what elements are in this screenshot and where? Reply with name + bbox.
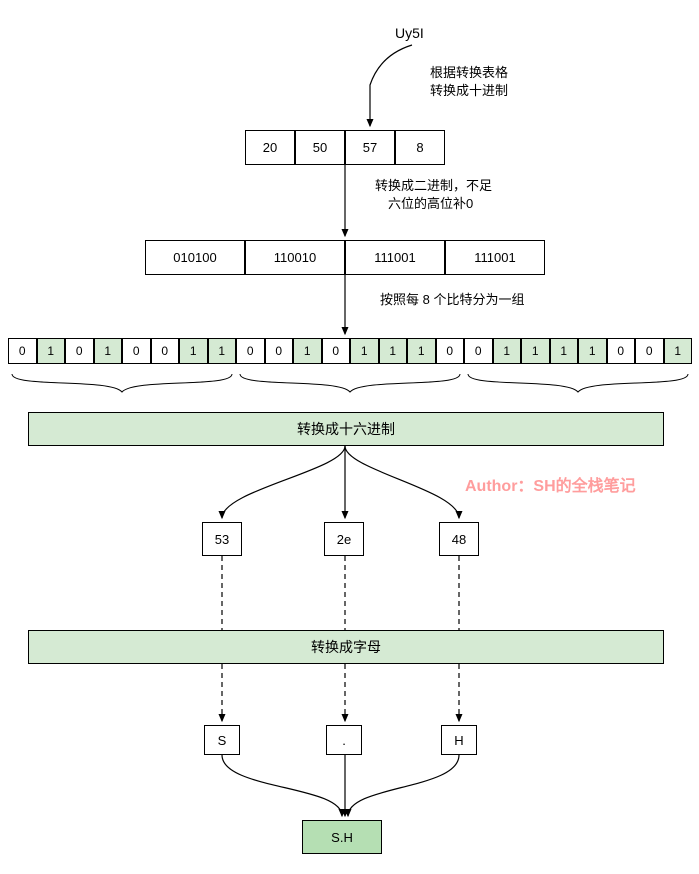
binary-cell: 111001 <box>345 240 445 275</box>
hex-cell: 2e <box>324 522 364 556</box>
bit-cell: 0 <box>635 338 664 364</box>
bit-cell: 0 <box>464 338 493 364</box>
author-text: Author：SH的全栈笔记 <box>465 472 636 496</box>
decimal-cell: 57 <box>345 130 395 165</box>
bit-cell: 0 <box>8 338 37 364</box>
decimal-cell: 8 <box>395 130 445 165</box>
bit-cell: 0 <box>236 338 265 364</box>
hex-cell: 53 <box>202 522 242 556</box>
bit-cell: 1 <box>521 338 550 364</box>
binary-cell: 010100 <box>145 240 245 275</box>
hex-convert-label: 转换成十六进制 <box>297 419 395 439</box>
binary-cell: 110010 <box>245 240 345 275</box>
bit-cell: 1 <box>179 338 208 364</box>
bit-cell: 1 <box>578 338 607 364</box>
bit-cell: 0 <box>151 338 180 364</box>
decimal-cell: 50 <box>295 130 345 165</box>
bit-cell: 0 <box>65 338 94 364</box>
hex-convert-box: 转换成十六进制 <box>28 412 664 446</box>
bit-cell: 0 <box>265 338 294 364</box>
bit-cell: 1 <box>208 338 237 364</box>
step3-label: 按照每 8 个比特分为一组 <box>380 289 524 308</box>
bit-cell: 0 <box>322 338 351 364</box>
step2-label-line2: 六位的高位补0 <box>388 193 473 212</box>
hex-cell: 48 <box>439 522 479 556</box>
bit-cell: 1 <box>94 338 123 364</box>
char-cell: H <box>441 725 477 755</box>
input-text: Uy5I <box>395 25 424 41</box>
char-convert-label: 转换成字母 <box>311 637 381 657</box>
bit-cell: 1 <box>379 338 408 364</box>
char-cell: . <box>326 725 362 755</box>
bit-cell: 1 <box>664 338 693 364</box>
bit-cell: 1 <box>407 338 436 364</box>
bit-cell: 0 <box>436 338 465 364</box>
result-text: S.H <box>331 830 353 845</box>
step2-label-line1: 转换成二进制，不足 <box>375 175 492 194</box>
char-cell: S <box>204 725 240 755</box>
step1-label-line2: 转换成十进制 <box>430 80 508 99</box>
step1-label-line1: 根据转换表格 <box>430 62 508 81</box>
result-box: S.H <box>302 820 382 854</box>
bit-cell: 1 <box>493 338 522 364</box>
bit-cell: 1 <box>350 338 379 364</box>
bit-cell: 1 <box>550 338 579 364</box>
decimal-cell: 20 <box>245 130 295 165</box>
bit-cell: 1 <box>293 338 322 364</box>
bit-cell: 1 <box>37 338 66 364</box>
bit-cell: 0 <box>607 338 636 364</box>
bit-cell: 0 <box>122 338 151 364</box>
char-convert-box: 转换成字母 <box>28 630 664 664</box>
binary-cell: 111001 <box>445 240 545 275</box>
